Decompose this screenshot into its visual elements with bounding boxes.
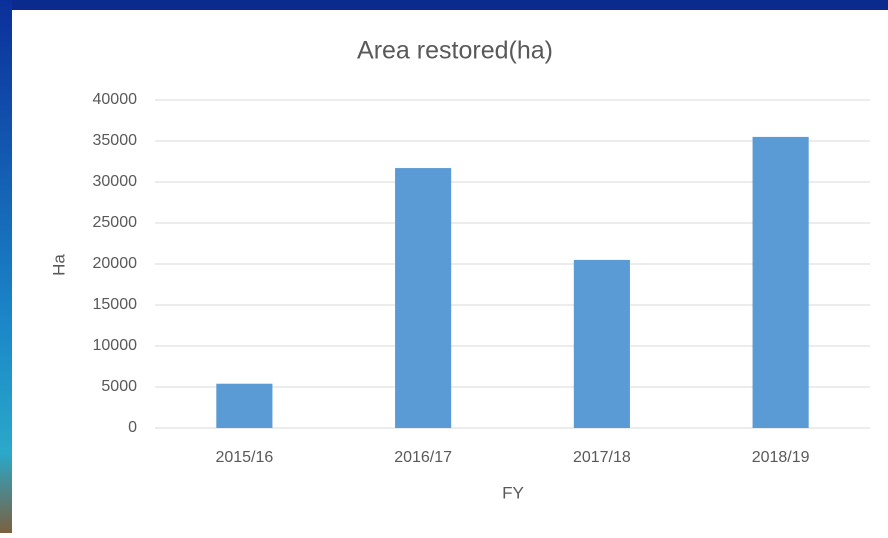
y-tick-label: 0 <box>128 419 137 436</box>
bar <box>395 168 452 428</box>
x-tick-label: 2017/18 <box>573 449 631 466</box>
chart-title: Area restored(ha) <box>357 37 553 65</box>
y-tick-label: 40000 <box>93 91 138 108</box>
x-axis-label: FY <box>502 483 524 502</box>
y-tick-label: 15000 <box>93 296 138 313</box>
y-tick-label: 20000 <box>93 255 138 272</box>
y-tick-label: 5000 <box>101 378 137 395</box>
y-tick-label: 35000 <box>93 132 138 149</box>
y-tick-label: 10000 <box>93 337 138 354</box>
y-tick-label: 25000 <box>93 214 138 231</box>
y-tick-label: 30000 <box>93 173 138 190</box>
x-tick-label: 2018/19 <box>752 449 810 466</box>
x-tick-label: 2016/17 <box>394 449 452 466</box>
bar <box>573 259 630 428</box>
bar <box>752 136 809 428</box>
background-edge <box>0 0 12 533</box>
x-tick-label: 2015/16 <box>215 449 273 466</box>
bar <box>216 383 273 428</box>
y-axis-label: Ha <box>49 254 68 276</box>
